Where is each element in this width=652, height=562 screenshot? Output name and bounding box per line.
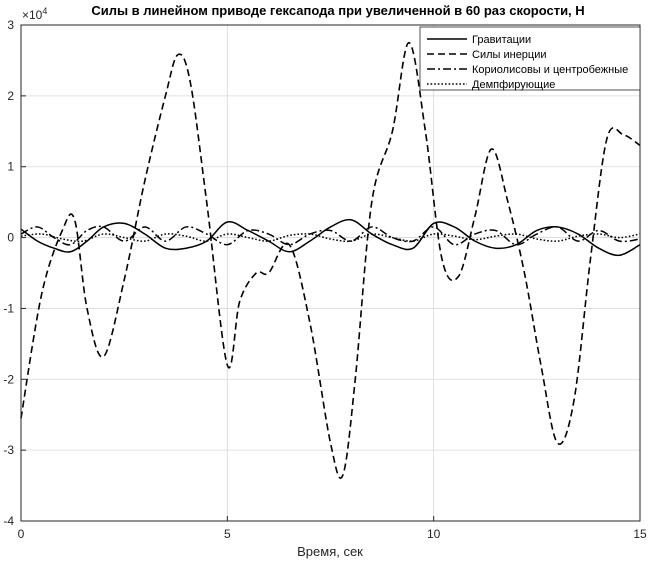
y-exponent-label: ×104 — [22, 6, 47, 22]
y-exponent-power: 4 — [42, 6, 47, 16]
chart-title: Силы в линейном приводе гексапода при ув… — [91, 3, 584, 18]
y-tick-label: 0 — [7, 231, 14, 245]
x-axis-label: Время, сек — [297, 544, 363, 559]
x-tick-label: 5 — [224, 527, 231, 541]
y-tick-label: 1 — [7, 160, 14, 174]
legend-label-2: Силы инерции — [472, 49, 547, 61]
plot-frame — [20, 24, 641, 522]
x-tick-label: 0 — [18, 527, 25, 541]
y-tick-label: -2 — [3, 372, 14, 386]
y-tick-label: -1 — [3, 301, 14, 315]
legend-label-1: Гравитации — [472, 34, 531, 46]
y-exponent-base: ×10 — [22, 8, 43, 22]
x-tick-label: 15 — [633, 527, 647, 541]
series-line-1 — [20, 218, 641, 257]
y-tick-label: 2 — [7, 89, 14, 103]
legend-label-4: Демпфирующие — [472, 79, 555, 91]
series-layer — [20, 41, 641, 479]
legend-box — [419, 26, 641, 91]
series-line-2 — [20, 41, 641, 479]
legend-label-3: Кориолисовы и центробежные — [472, 64, 628, 76]
series-line-4 — [20, 233, 641, 243]
x-tick-label: 10 — [427, 527, 441, 541]
y-tick-label: -4 — [3, 514, 14, 528]
series-line-3 — [20, 225, 641, 246]
y-tick-label: 3 — [7, 18, 14, 32]
legend: Гравитации Силы инерции Кориолисовы и цент… — [419, 26, 641, 91]
y-tick-label: -3 — [3, 443, 14, 457]
